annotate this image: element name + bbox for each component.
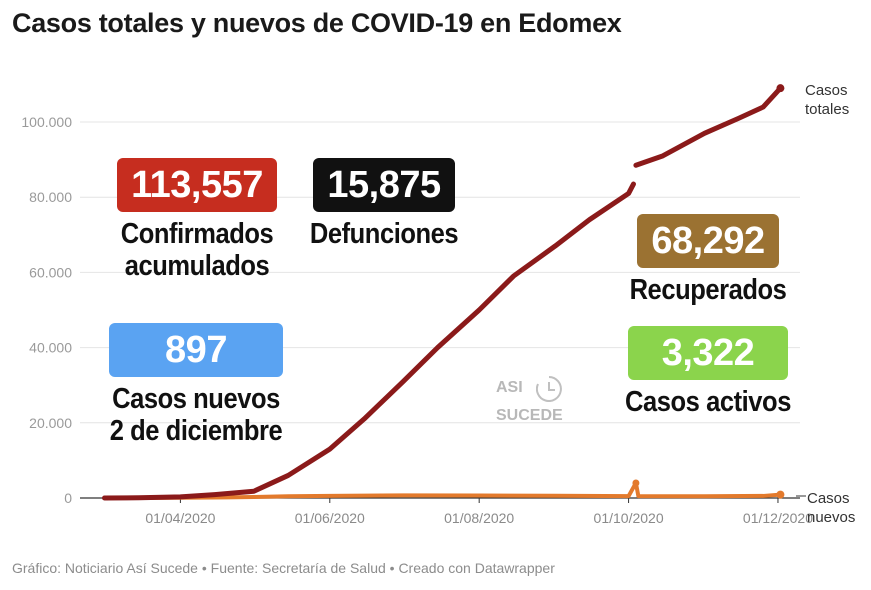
x-tick-label: 01/12/2020	[743, 510, 813, 526]
confirmados-label-1: Confirmados	[120, 218, 274, 250]
casos-nuevos-label-1: Casos	[807, 490, 850, 507]
watermark-line-1: ASI	[496, 379, 523, 396]
y-tick-label: 80.000	[29, 189, 72, 205]
watermark-line-2: SUCEDE	[496, 407, 563, 424]
footer-credits: Gráfico: Noticiario Así Sucede • Fuente:…	[12, 560, 555, 576]
series-lines	[101, 85, 783, 501]
activos-label: Casos activos	[625, 386, 791, 418]
spike-point	[632, 479, 640, 487]
x-tick-label: 01/04/2020	[145, 510, 215, 526]
clock-icon	[536, 376, 562, 402]
nuevos-stat: 897 Casos nuevos 2 de diciembre	[86, 323, 306, 447]
x-tick-label: 01/10/2020	[594, 510, 664, 526]
nuevos-value: 897	[109, 323, 283, 377]
x-axis-ticks: 01/04/2020 01/06/2020 01/08/2020 01/10/2020…	[145, 498, 813, 526]
defunciones-value: 15,875	[313, 158, 455, 212]
watermark-logo: ASI SUCEDE	[496, 374, 563, 430]
defunciones-stat: 15,875 Defunciones	[284, 158, 484, 250]
y-tick-label: 20.000	[29, 415, 72, 431]
casos-totales-label-2: totales	[805, 101, 849, 118]
confirmados-label-2: acumulados	[124, 250, 270, 282]
nuevos-label-1: Casos nuevos	[112, 383, 280, 415]
y-tick-label: 60.000	[29, 264, 72, 280]
y-axis-ticks: 0 20.000 40.000 60.000 80.000 100.000	[21, 114, 72, 506]
casos-totales-label-1: Casos	[805, 82, 848, 99]
series-end-labels: Casos totales Casos nuevos	[776, 82, 855, 526]
recuperados-value: 68,292	[637, 214, 779, 268]
casos-totales-line	[101, 85, 783, 501]
confirmados-stat: 113,557 Confirmados acumulados	[100, 158, 294, 282]
recuperados-stat: 68,292 Recuperados	[598, 214, 818, 306]
y-tick-label: 40.000	[29, 340, 72, 356]
activos-stat: 3,322 Casos activos	[598, 326, 818, 418]
activos-value: 3,322	[627, 326, 789, 380]
casos-nuevos-line	[102, 480, 783, 500]
x-tick-label: 01/06/2020	[295, 510, 365, 526]
chart-title: Casos totales y nuevos de COVID-19 en Ed…	[12, 8, 622, 38]
recuperados-label: Recuperados	[629, 274, 787, 306]
y-tick-label: 0	[64, 490, 72, 506]
confirmados-value: 113,557	[117, 158, 277, 212]
casos-nuevos-label-2: nuevos	[807, 509, 855, 526]
y-tick-label: 100.000	[21, 114, 72, 130]
nuevos-label-2: 2 de diciembre	[109, 415, 283, 447]
casos-totales-end-point	[776, 84, 785, 93]
x-tick-label: 01/08/2020	[444, 510, 514, 526]
defunciones-label: Defunciones	[309, 218, 459, 250]
casos-nuevos-end-point	[776, 490, 785, 499]
